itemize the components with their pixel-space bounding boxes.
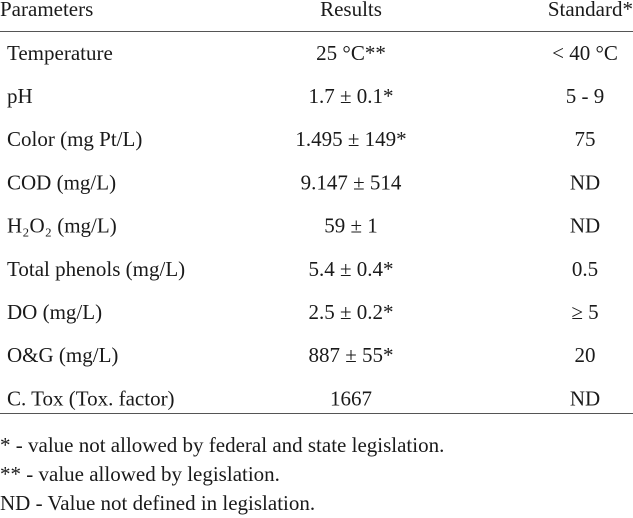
table-cell: 9.147 ± 514	[301, 170, 402, 194]
table-cell: COD (mg/L)	[7, 170, 116, 194]
table-cell: 1.7 ± 0.1*	[308, 84, 393, 108]
table-cell: pH	[7, 84, 33, 108]
table-cell: ND	[570, 214, 600, 238]
table-cell: C. Tox (Tox. factor)	[7, 386, 175, 410]
table-cell: Total phenols (mg/L)	[7, 257, 185, 281]
table-cell: 75	[575, 127, 596, 151]
table-cell: Color (mg Pt/L)	[7, 127, 142, 151]
header-cell: Results	[320, 0, 382, 21]
table-cell: DO (mg/L)	[7, 300, 102, 324]
table-cell: 20	[575, 343, 596, 367]
footnote: ** - value allowed by legislation.	[0, 462, 280, 486]
table-cell: 25 °C**	[316, 41, 386, 65]
header-cell: Parameters	[0, 0, 93, 21]
table-cell: H₂O₂ (mg/L)	[7, 214, 117, 238]
table-cell: O&G (mg/L)	[7, 343, 118, 367]
header-cell: Standard*	[548, 0, 633, 21]
table-cell: Temperature	[7, 41, 113, 65]
table-cell: 59 ± 1	[324, 214, 378, 238]
table-cell: 0.5	[572, 257, 598, 281]
table-cell: ND	[570, 386, 600, 410]
table-cell: 1667	[330, 386, 372, 410]
table-cell: 2.5 ± 0.2*	[308, 300, 393, 324]
footnote: * - value not allowed by federal and sta…	[0, 433, 444, 457]
footnote: ND - Value not defined in legislation.	[0, 491, 315, 515]
table-cell: 887 ± 55*	[308, 343, 393, 367]
table-cell: ND	[570, 170, 600, 194]
table-cell: 5 - 9	[566, 84, 605, 108]
table-cell: ≥ 5	[571, 300, 598, 324]
table-cell: 5.4 ± 0.4*	[308, 257, 393, 281]
table-cell: 1.495 ± 149*	[295, 127, 406, 151]
table-cell: < 40 °C	[552, 41, 618, 65]
